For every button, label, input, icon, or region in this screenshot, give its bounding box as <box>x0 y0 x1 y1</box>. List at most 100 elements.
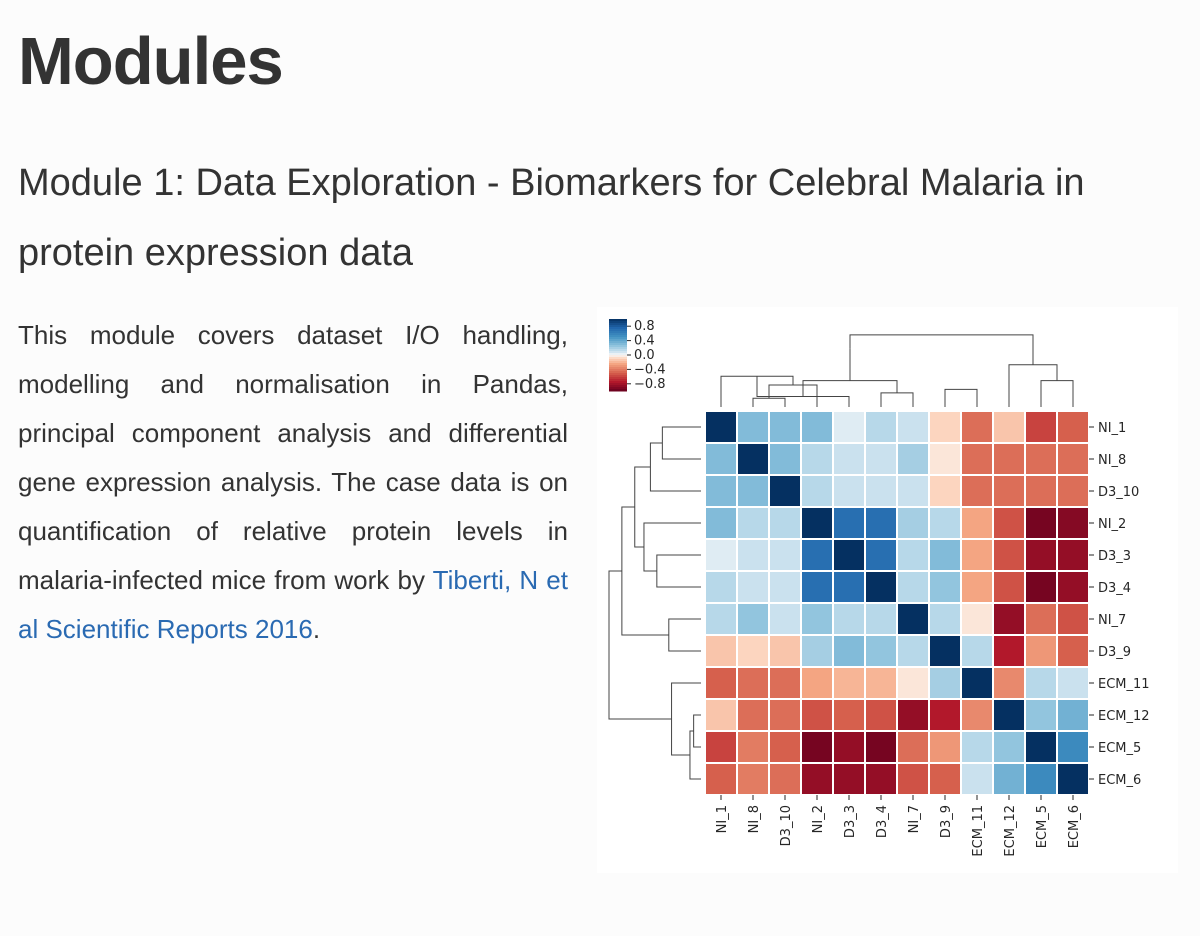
heatmap-cell <box>1024 666 1058 700</box>
col-label: D3_4 <box>875 805 890 838</box>
colorbar-segment <box>609 319 627 322</box>
description-text: This module covers dataset I/O handling,… <box>18 320 568 595</box>
description-end: . <box>312 614 321 644</box>
heatmap-cell <box>1056 634 1090 668</box>
colorbar-segment <box>609 323 627 326</box>
col-label: NI_7 <box>907 805 922 833</box>
heatmap-cell <box>864 442 898 476</box>
heatmap-cell <box>992 762 1026 796</box>
row-label: D3_10 <box>1098 485 1139 500</box>
heatmap-cell <box>704 698 738 732</box>
heatmap-cell <box>864 762 898 796</box>
heatmap-cell <box>704 602 738 636</box>
heatmap-cell <box>800 442 834 476</box>
colorbar-segment <box>609 351 627 354</box>
heatmap-cell <box>704 730 738 764</box>
heatmap-cell <box>1024 474 1058 508</box>
heatmap-cell <box>896 602 930 636</box>
heatmap-cell <box>896 442 930 476</box>
heatmap-cell <box>768 506 802 540</box>
heatmap-cell <box>736 506 770 540</box>
heatmap-cell <box>800 698 834 732</box>
heatmap-cell <box>832 730 866 764</box>
heatmap-cell <box>1024 698 1058 732</box>
col-label: NI_2 <box>811 805 826 833</box>
heatmap-cell <box>992 730 1026 764</box>
heatmap-cell <box>960 730 994 764</box>
heatmap-cell <box>736 602 770 636</box>
heatmap-cell <box>832 762 866 796</box>
heatmap-cell <box>1056 602 1090 636</box>
heatmap-cell <box>896 666 930 700</box>
heatmap-cell <box>864 474 898 508</box>
col-label: ECM_6 <box>1067 805 1082 848</box>
heatmap-cell <box>800 730 834 764</box>
col-label: NI_8 <box>747 805 762 833</box>
row-dendrogram-link <box>643 522 701 572</box>
heatmap-cell <box>768 730 802 764</box>
heatmap-cell <box>992 474 1026 508</box>
row-label: D3_3 <box>1098 549 1131 564</box>
heatmap-cell <box>800 602 834 636</box>
heatmap-cell <box>832 698 866 732</box>
col-label: D3_10 <box>779 805 794 846</box>
module-1-title: Module 1: Data Exploration - Biomarkers … <box>18 162 1085 274</box>
col-dendrogram-link <box>880 392 914 407</box>
heatmap-cell <box>1024 538 1058 572</box>
heatmap-cell <box>992 410 1026 444</box>
col-label: ECM_5 <box>1035 805 1050 848</box>
heatmap-cell <box>736 538 770 572</box>
heatmap-cell <box>832 570 866 604</box>
colorbar-segment <box>609 327 627 330</box>
col-dendrogram-link <box>802 380 898 397</box>
citation-link[interactable]: Tiberti, N et al Scientific Reports 2016 <box>18 565 568 644</box>
heatmap-cell <box>864 698 898 732</box>
heatmap-cell <box>928 666 962 700</box>
heatmap-cell <box>864 730 898 764</box>
colorbar-segment <box>609 325 627 328</box>
heatmap-cell <box>736 474 770 508</box>
heatmap-cell <box>736 698 770 732</box>
colorbar-label: −0.8 <box>634 377 666 392</box>
heatmap-cell <box>960 762 994 796</box>
heatmap-cell <box>736 666 770 700</box>
row-label: ECM_5 <box>1098 741 1141 756</box>
row-dendrogram-link <box>661 426 701 460</box>
heatmap-cell <box>704 410 738 444</box>
heatmap-cell <box>704 762 738 796</box>
heatmap-cell <box>832 410 866 444</box>
heatmap-cell <box>800 506 834 540</box>
heatmap-cell <box>896 474 930 508</box>
heatmap-cell <box>768 666 802 700</box>
heatmap-cell <box>1024 570 1058 604</box>
heatmap-cell <box>1024 602 1058 636</box>
row-dendrogram-link <box>671 682 701 756</box>
row-label: NI_2 <box>1098 517 1126 532</box>
heatmap-cell <box>1056 570 1090 604</box>
col-label: ECM_11 <box>971 805 986 857</box>
colorbar-segment <box>609 339 627 342</box>
heatmap-cell <box>928 570 962 604</box>
clustermap-figure: NI_1 NI_8 D3_10 NI_2 D3_3 D3_4 NI_7 D3_9 ECM_11 E… <box>597 307 1178 873</box>
heatmap-cell <box>800 410 834 444</box>
colorbar-segment <box>609 379 627 382</box>
heatmap-cell <box>928 762 962 796</box>
col-dendrogram-link <box>849 334 1034 365</box>
colorbar-segment <box>609 389 627 392</box>
heatmap-cell <box>960 410 994 444</box>
heatmap-cell <box>992 442 1026 476</box>
row-dendrogram-link <box>693 714 701 748</box>
row-label: D3_9 <box>1098 645 1131 660</box>
heatmap-cell <box>736 762 770 796</box>
heatmap-cell <box>928 602 962 636</box>
colorbar-segment <box>609 367 627 370</box>
colorbar-segment <box>609 375 627 378</box>
col-dendrogram-link <box>1008 364 1058 407</box>
heatmap-cell <box>928 634 962 668</box>
colorbar-segment <box>609 349 627 352</box>
heatmap-cell <box>864 506 898 540</box>
heatmap-cell <box>992 538 1026 572</box>
heatmap-cell <box>1056 410 1090 444</box>
colorbar-segment <box>609 345 627 348</box>
heatmap-cell <box>1056 506 1090 540</box>
